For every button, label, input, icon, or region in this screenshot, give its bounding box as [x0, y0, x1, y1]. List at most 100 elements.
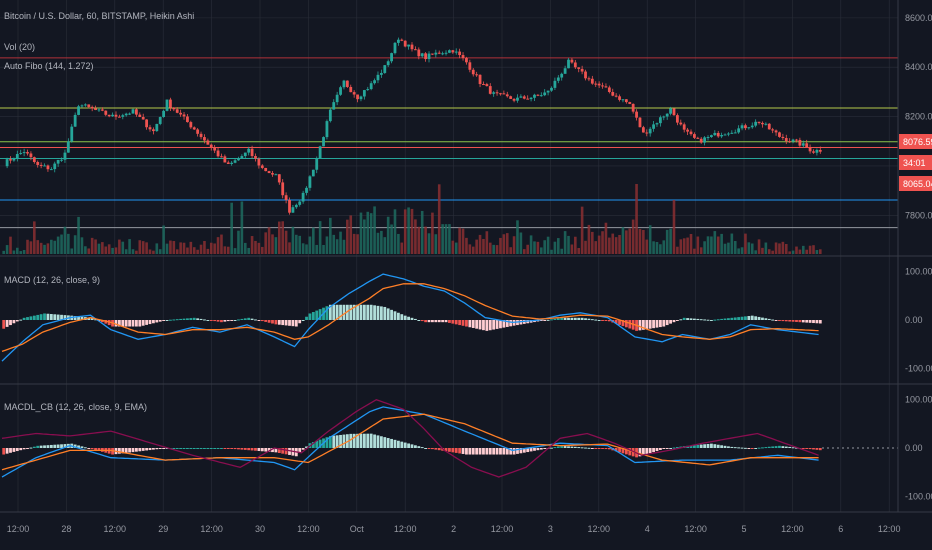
candle-body	[32, 157, 36, 163]
histogram-bar	[179, 448, 183, 449]
volume-bar	[220, 234, 223, 254]
volume-bar	[342, 239, 346, 254]
candle-body	[441, 53, 445, 55]
histogram-bar	[747, 448, 751, 449]
histogram-bar	[424, 448, 428, 449]
macd-cb-pane-title[interactable]: MACDL_CB (12, 26, close, 9, EMA)	[4, 402, 147, 412]
histogram-bar	[699, 444, 703, 448]
histogram-bar	[80, 446, 84, 448]
candle-body	[94, 108, 97, 111]
candle-body	[529, 97, 533, 100]
histogram-bar	[573, 446, 577, 448]
candle-body	[587, 78, 591, 80]
candle-body	[512, 98, 516, 101]
histogram-bar	[203, 448, 206, 449]
histogram-bar	[553, 318, 557, 320]
study-volume-label[interactable]: Vol (20)	[4, 42, 35, 52]
candle-body	[281, 182, 285, 196]
candle-body	[169, 99, 172, 108]
candle-body	[22, 152, 26, 154]
time-axis[interactable]: 12:00 28 12:00 29 12:00 30 12:00 Oct 12:00 2 12:00…	[7, 524, 901, 534]
volume-bar	[386, 216, 390, 254]
candle-body	[152, 129, 155, 132]
candle-body	[73, 114, 77, 127]
histogram-bar	[294, 320, 298, 327]
histogram-bar	[2, 320, 6, 329]
histogram-bar	[100, 320, 104, 323]
time-tick-label: 12:00	[878, 524, 901, 534]
histogram-bar	[723, 445, 727, 448]
histogram-bar	[318, 439, 322, 448]
histogram-bar	[26, 317, 29, 320]
candle-body	[601, 85, 604, 87]
volume-bar	[431, 212, 434, 254]
histogram-bar	[220, 448, 223, 449]
candle-body	[223, 156, 227, 163]
histogram-bar	[121, 448, 125, 454]
histogram-bar	[325, 437, 329, 448]
histogram-bar	[461, 320, 465, 326]
candle-body	[186, 116, 189, 123]
histogram-bar	[138, 448, 142, 452]
volume-bar	[107, 244, 111, 254]
histogram-bar	[257, 320, 261, 321]
histogram-bar	[77, 316, 80, 320]
volume-bar	[169, 240, 172, 254]
candle-body	[104, 110, 108, 115]
histogram-bar	[580, 447, 584, 449]
candles[interactable]	[5, 37, 822, 215]
histogram-bar	[720, 445, 724, 448]
histogram-bar	[226, 448, 230, 449]
volume-bar	[22, 249, 26, 254]
candle-body	[345, 80, 349, 87]
histogram-bar	[713, 319, 717, 321]
macd-cb-pane[interactable]	[1, 398, 898, 478]
histogram-bar	[49, 314, 53, 320]
histogram-bar	[778, 320, 781, 321]
histogram-bar	[485, 448, 489, 455]
time-tick-label: 12:00	[491, 524, 514, 534]
histogram-bar	[349, 304, 353, 320]
volume-bar	[281, 221, 285, 254]
volume-bar	[9, 236, 12, 254]
histogram-bar	[795, 320, 798, 322]
histogram-bar	[410, 317, 414, 320]
price-axis[interactable]: 8600.008400.008200.008000.007800.008076.…	[899, 13, 932, 501]
symbol-title[interactable]: Bitcoin / U.S. Dollar, 60, BITSTAMP, Hei…	[4, 11, 194, 21]
histogram-bar	[706, 443, 710, 448]
macd-pane-title[interactable]: MACD (12, 26, close, 9)	[4, 275, 100, 285]
histogram-bar	[645, 320, 649, 330]
histogram-bar	[618, 448, 621, 453]
time-tick-label: 30	[255, 524, 265, 534]
histogram-bar	[291, 320, 295, 327]
histogram-bar	[83, 447, 87, 449]
candle-body	[621, 99, 625, 101]
candle-body	[468, 62, 472, 70]
candle-body	[192, 127, 196, 130]
time-tick-label: Oct	[350, 524, 365, 534]
volume-bar	[77, 216, 80, 254]
histogram-bar	[509, 448, 513, 455]
candle-body	[352, 92, 356, 95]
candle-body	[260, 165, 264, 168]
study-fibo-label[interactable]: Auto Fibo (144, 1.272)	[4, 61, 94, 71]
volume-bar	[80, 237, 84, 254]
volume-bar	[50, 239, 53, 254]
volume-bar	[642, 229, 645, 254]
macd-pane[interactable]	[1, 273, 822, 362]
histogram-bar	[624, 448, 628, 455]
histogram-bar	[740, 447, 744, 449]
volume-bar	[196, 249, 199, 254]
volume-bar	[427, 233, 431, 254]
histogram-bar	[114, 320, 118, 327]
candle-body	[325, 121, 329, 138]
volume-bar	[597, 235, 601, 254]
histogram-bar	[492, 448, 496, 455]
volume-bar	[315, 244, 319, 254]
candle-body	[36, 162, 40, 165]
histogram-bar	[465, 320, 468, 327]
volume-bar	[614, 237, 618, 254]
histogram-bar	[22, 317, 26, 320]
histogram-bar	[781, 446, 785, 448]
